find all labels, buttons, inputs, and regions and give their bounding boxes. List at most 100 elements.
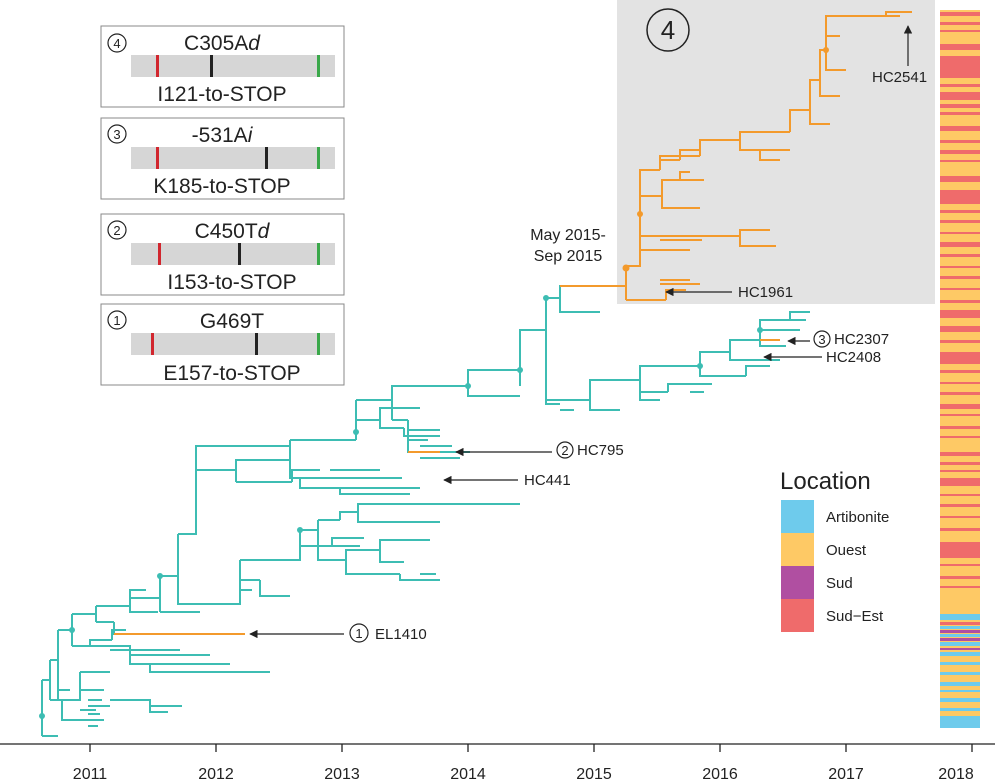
strip-band-sudest [940, 150, 980, 154]
svg-text:2: 2 [113, 223, 120, 238]
strip-band-sudest [940, 478, 980, 486]
label-hc2307: HC2307 [834, 331, 889, 348]
legend-label-sud: Sud [826, 575, 853, 592]
location-color-strip [940, 10, 980, 728]
strip-band-sudest [940, 112, 980, 115]
date-range-label-2: Sep 2015 [534, 248, 603, 265]
svg-text:K185-to-STOP: K185-to-STOP [153, 175, 290, 198]
strip-band-sudest [940, 436, 980, 438]
svg-text:-531Ai: -531Ai [192, 124, 254, 147]
strip-band-sudest [940, 176, 980, 182]
strip-band-artibonite [940, 626, 980, 629]
legend-swatch-artibonite [781, 500, 814, 533]
label-hc2408: HC2408 [826, 349, 881, 366]
strip-band-sudest [940, 232, 980, 234]
strip-band-sudest [940, 310, 980, 318]
inset-4: 4 C305Ad I121-to-STOP [100, 25, 345, 108]
strip-band-sudest [940, 504, 980, 507]
axis-tick-label: 2016 [702, 766, 738, 783]
strip-band-artibonite [940, 614, 980, 620]
date-range-label-1: May 2015- [530, 227, 606, 244]
strip-band-sudest [940, 84, 980, 87]
strip-band-sudest [940, 22, 980, 25]
strip-band-sudest [940, 300, 980, 303]
strip-band-sudest [940, 470, 980, 472]
svg-text:3: 3 [113, 127, 120, 142]
legend-swatch-ouest [781, 533, 814, 566]
strip-band-artibonite [940, 672, 980, 675]
legend-label-sudest: Sud−Est [826, 608, 884, 625]
svg-text:E157-to-STOP: E157-to-STOP [163, 362, 300, 385]
strip-band-sudest [940, 382, 980, 384]
strip-band-sudest [940, 392, 980, 395]
strip-band-sudest [940, 340, 980, 343]
axis-tick-label: 2012 [198, 766, 234, 783]
axis-tick-label: 2017 [828, 766, 864, 783]
strip-band-sudest [940, 56, 980, 78]
svg-text:C305Ad: C305Ad [184, 32, 261, 55]
svg-text:1: 1 [113, 313, 120, 328]
svg-text:C450Td: C450Td [195, 220, 271, 243]
strip-band-sudest [940, 104, 980, 108]
svg-text:4: 4 [113, 36, 120, 51]
strip-band-sudest [940, 542, 980, 558]
strip-band-artibonite [940, 652, 980, 656]
label-hc441: HC441 [524, 472, 571, 489]
legend-swatch-sudest [781, 599, 814, 632]
label-hc1961: HC1961 [738, 284, 793, 301]
hc2307-number-circle [813, 330, 831, 348]
strip-base [940, 10, 980, 728]
strip-band-sudest [940, 352, 980, 364]
strip-band-sudest [940, 210, 980, 213]
strip-band-artibonite [940, 690, 980, 692]
legend-label-artibonite: Artibonite [826, 509, 889, 526]
strip-band-artibonite [940, 698, 980, 702]
strip-band-sudest [940, 516, 980, 518]
label-hc795: HC795 [577, 442, 624, 459]
legend: Location Artibonite Ouest Sud Sud−Est [780, 468, 889, 632]
hc2307-number: 3 [818, 332, 825, 347]
tree-teal-branches [41, 285, 810, 737]
clade-4-panel [617, 0, 935, 304]
strip-band-sudest [940, 370, 980, 373]
strip-band-sudest [940, 44, 980, 50]
strip-band-sud [940, 638, 980, 641]
axis-tick-label: 2013 [324, 766, 360, 783]
strip-band-sudest [940, 452, 980, 456]
strip-band-artibonite [940, 634, 980, 637]
tree-orange-branches [114, 11, 912, 635]
strip-band-artibonite [940, 708, 980, 711]
strip-band-sudest [940, 404, 980, 409]
clade-4-number-circle [646, 8, 690, 52]
strip-band-sudest [940, 242, 980, 247]
tree-teal-nodes [39, 295, 763, 719]
strip-band-sudest [940, 220, 980, 223]
strip-band-sudest [940, 92, 980, 100]
axis-tick-label: 2015 [576, 766, 612, 783]
strip-band-sudest [940, 564, 980, 566]
clade-4-number: 4 [661, 15, 675, 45]
strip-band-sudest [940, 190, 980, 204]
inset-1: 1 G469T E157-to-STOP [100, 303, 345, 386]
time-axis: 2011 2012 2013 2014 2015 2016 2017 2018 [0, 743, 995, 783]
el1410-number: 1 [355, 626, 362, 641]
strip-band-sudest [940, 12, 980, 16]
strip-band-sudest [940, 426, 980, 429]
legend-title: Location [780, 468, 871, 495]
strip-band-sudest [940, 30, 980, 32]
axis-tick-label: 2014 [450, 766, 486, 783]
hc795-number-circle [556, 441, 574, 459]
strip-band-sudest [940, 266, 980, 268]
strip-band-sudest [940, 126, 980, 131]
axis-tick-label: 2011 [73, 766, 108, 783]
svg-text:G469T: G469T [200, 310, 264, 333]
inset-2: 2 C450Td I153-to-STOP [100, 213, 345, 296]
inset-3: 3 -531Ai K185-to-STOP [100, 117, 345, 200]
svg-text:I121-to-STOP: I121-to-STOP [157, 83, 286, 106]
legend-swatch-sud [781, 566, 814, 599]
legend-label-ouest: Ouest [826, 542, 867, 559]
strip-band-sud [940, 648, 980, 650]
strip-band-artibonite [940, 682, 980, 686]
el1410-number-circle [349, 623, 369, 643]
